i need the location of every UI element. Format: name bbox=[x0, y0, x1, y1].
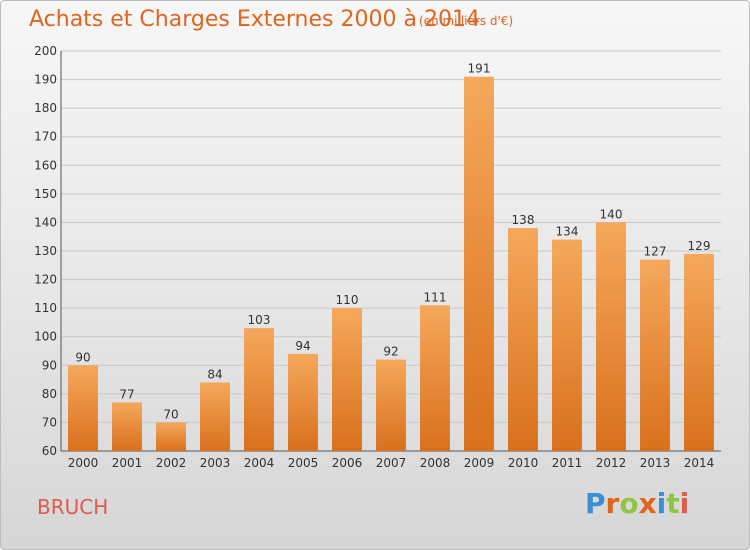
bar-2009 bbox=[464, 76, 494, 451]
x-tick-label: 2010 bbox=[508, 456, 539, 470]
y-tick-label: 100 bbox=[34, 330, 57, 344]
y-tick-label: 140 bbox=[34, 215, 57, 229]
y-tick-label: 170 bbox=[34, 130, 57, 144]
data-label: 94 bbox=[295, 339, 310, 353]
logo-letter: i bbox=[679, 487, 690, 520]
x-tick-label: 2005 bbox=[288, 456, 319, 470]
bar-2007 bbox=[376, 359, 406, 451]
x-tick-label: 2004 bbox=[244, 456, 275, 470]
y-tick-label: 180 bbox=[34, 101, 57, 115]
data-label: 134 bbox=[556, 225, 579, 239]
x-tick-label: 2007 bbox=[376, 456, 407, 470]
y-tick-label: 60 bbox=[42, 444, 57, 458]
bar-2011 bbox=[552, 239, 582, 451]
bar-2006 bbox=[332, 308, 362, 451]
data-label: 90 bbox=[75, 350, 90, 364]
data-label: 84 bbox=[207, 367, 222, 381]
x-tick-label: 2014 bbox=[684, 456, 715, 470]
data-label: 140 bbox=[600, 207, 623, 221]
x-tick-label: 2006 bbox=[332, 456, 363, 470]
proxiti-logo[interactable]: Proxiti bbox=[585, 487, 689, 520]
y-tick-label: 190 bbox=[34, 73, 57, 87]
logo-letter: o bbox=[619, 487, 639, 520]
x-tick-label: 2003 bbox=[200, 456, 231, 470]
data-labels: 90 77 70 84 103 94 110 92 111 191 138 134 140 127 129 bbox=[75, 62, 710, 422]
data-label: 129 bbox=[688, 239, 711, 253]
data-label: 103 bbox=[248, 313, 271, 327]
logo-letter: t bbox=[666, 487, 680, 520]
bar-2004 bbox=[244, 328, 274, 451]
logo-letter: x bbox=[638, 487, 657, 520]
bar-2013 bbox=[640, 259, 670, 451]
x-tick-label: 2012 bbox=[596, 456, 627, 470]
bars bbox=[68, 76, 714, 451]
bar-2008 bbox=[420, 305, 450, 451]
y-tick-label: 150 bbox=[34, 187, 57, 201]
bar-2001 bbox=[112, 402, 142, 451]
data-label: 92 bbox=[383, 345, 398, 359]
y-tick-label: 200 bbox=[34, 44, 57, 58]
data-label: 110 bbox=[336, 293, 359, 307]
tick-labels: 60 70 80 90 100 110 120 130 140 150 160 170 180 190 20… bbox=[34, 44, 714, 470]
y-tick-label: 120 bbox=[34, 273, 57, 287]
x-tick-label: 2008 bbox=[420, 456, 451, 470]
bar-2010 bbox=[508, 228, 538, 451]
logo-letter: i bbox=[656, 487, 667, 520]
data-label: 138 bbox=[512, 213, 535, 227]
x-tick-label: 2000 bbox=[68, 456, 99, 470]
chart-subtitle: (en milliers d'€) bbox=[419, 14, 514, 28]
data-label: 191 bbox=[468, 62, 491, 76]
bar-2000 bbox=[68, 365, 98, 451]
bar-2002 bbox=[156, 422, 186, 451]
y-tick-label: 90 bbox=[42, 358, 57, 372]
bar-2012 bbox=[596, 222, 626, 451]
x-tick-label: 2002 bbox=[156, 456, 187, 470]
data-label: 111 bbox=[424, 290, 447, 304]
data-label: 77 bbox=[119, 387, 134, 401]
data-label: 70 bbox=[163, 407, 178, 421]
logo-letter: P bbox=[585, 487, 606, 520]
x-tick-label: 2009 bbox=[464, 456, 495, 470]
chart-title: Achats et Charges Externes 2000 à 2014 bbox=[29, 7, 480, 32]
bar-2005 bbox=[288, 353, 318, 451]
x-tick-label: 2011 bbox=[552, 456, 583, 470]
y-tick-label: 160 bbox=[34, 158, 57, 172]
y-tick-label: 70 bbox=[42, 415, 57, 429]
bar-2003 bbox=[200, 382, 230, 451]
y-tick-label: 130 bbox=[34, 244, 57, 258]
y-tick-label: 110 bbox=[34, 301, 57, 315]
data-label: 127 bbox=[644, 245, 667, 259]
logo-letter: r bbox=[605, 487, 620, 520]
bar-2014 bbox=[684, 253, 714, 451]
x-tick-label: 2013 bbox=[640, 456, 671, 470]
x-tick-label: 2001 bbox=[112, 456, 143, 470]
commune-name: BRUCH bbox=[37, 495, 109, 519]
y-tick-label: 80 bbox=[42, 387, 57, 401]
